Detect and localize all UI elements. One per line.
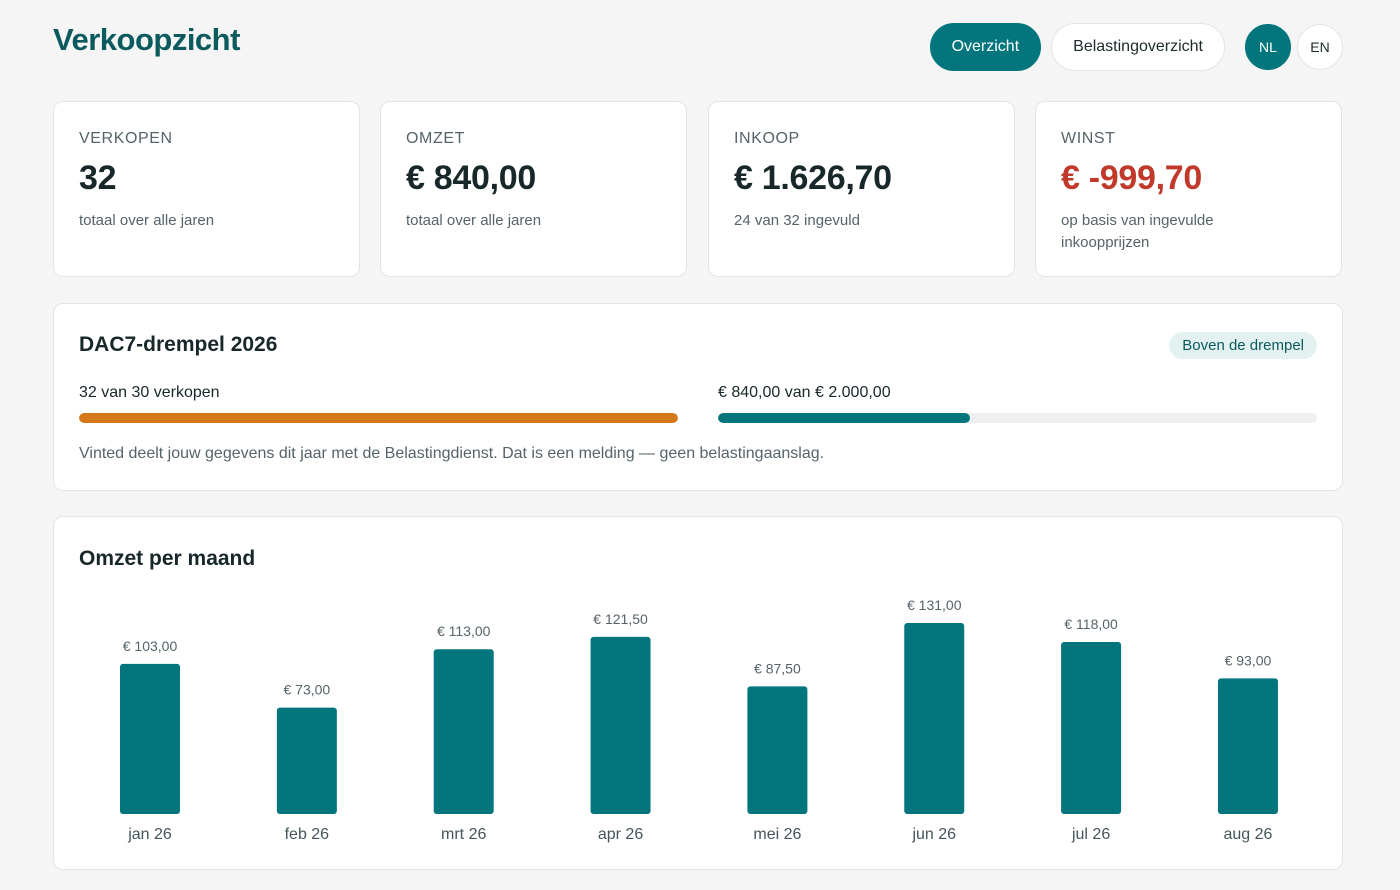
sales-progress-label: 32 van 30 verkopen (79, 384, 220, 401)
bar-value-label: € 113,00 (437, 623, 491, 639)
category-label: aug 26 (1223, 826, 1272, 843)
monthly-revenue-chart: € 103,00 jan 26 € 73,00 feb 26 € 113,00 mrt 2… (120, 597, 1278, 843)
bar-mrt-26 (433, 649, 494, 814)
bar-value-label: € 87,50 (754, 660, 801, 676)
status-badge: Boven de drempel (1169, 332, 1317, 359)
stat-card-omzet: Omzet € 840,00 totaal over alle jaren (380, 101, 687, 277)
stat-card-inkoop: Inkoop € 1.626,70 24 van 32 ingevuld (708, 101, 1015, 277)
category-label: jun 26 (911, 826, 956, 843)
nav-belastingoverzicht-button[interactable]: Belastingoverzicht (1051, 23, 1225, 71)
revenue-progress: € 840,00 van € 2.000,00 (718, 384, 1317, 423)
monthly-revenue-chart-card: Omzet per maand € 103,00 jan 26 € 73,00 feb… (53, 516, 1343, 870)
bar-value-label: € 93,00 (1225, 652, 1272, 668)
stat-value: € 840,00 (406, 159, 536, 197)
category-label: jul 26 (1071, 826, 1110, 843)
revenue-progress-label: € 840,00 van € 2.000,00 (718, 384, 891, 401)
bar-value-label: € 73,00 (283, 682, 330, 698)
stat-subtext: totaal over alle jaren (79, 212, 215, 229)
category-label: feb 26 (285, 826, 330, 843)
stat-value: € -999,70 (1061, 159, 1202, 197)
category-label: apr 26 (598, 826, 643, 843)
stat-label: Verkopen (79, 130, 173, 147)
app-title: Verkoopzicht (53, 22, 240, 57)
category-label: jan 26 (127, 826, 172, 843)
category-label: mei 26 (753, 826, 801, 843)
language-switch: NL EN (1245, 24, 1343, 70)
bar-jun-26 (904, 623, 965, 814)
stat-label: Inkoop (734, 130, 800, 147)
stat-value: 32 (79, 159, 117, 197)
dac7-note: Vinted deelt jouw gegevens dit jaar met … (79, 445, 825, 462)
bar-aug-26 (1217, 678, 1278, 814)
bar-value-label: € 103,00 (123, 638, 178, 654)
bar-value-label: € 118,00 (1064, 616, 1118, 632)
sales-progress-fill (79, 413, 678, 423)
bar-value-label: € 131,00 (907, 597, 962, 613)
bar-jul-26 (1061, 641, 1122, 814)
lang-en-button[interactable]: EN (1297, 24, 1343, 70)
revenue-progress-fill (718, 413, 970, 423)
stat-subtext: 24 van 32 ingevuld (734, 212, 860, 229)
bar-jan-26 (120, 663, 180, 814)
revenue-progress-track (718, 413, 1317, 423)
chart-title: Omzet per maand (79, 547, 256, 570)
category-label: mrt 26 (441, 826, 486, 843)
sales-progress: 32 van 30 verkopen (79, 384, 678, 423)
bar-feb-26 (276, 707, 337, 814)
stat-value: € 1.626,70 (734, 159, 892, 197)
sales-progress-track (79, 413, 678, 423)
bar-value-label: € 121,50 (593, 611, 648, 627)
bar-apr-26 (590, 636, 651, 814)
stat-subtext: op basis van ingevulde inkoopprijzen (1061, 212, 1214, 251)
lang-nl-button[interactable]: NL (1245, 24, 1291, 70)
dac7-threshold-card: DAC7-drempel 2026 Boven de drempel 32 va… (53, 303, 1343, 491)
stat-label: Omzet (406, 130, 465, 147)
nav-overzicht-button[interactable]: Overzicht (929, 23, 1042, 71)
stat-card-verkopen: Verkopen 32 totaal over alle jaren (53, 101, 360, 277)
dac7-title: DAC7-drempel 2026 (79, 333, 278, 356)
stat-subtext: totaal over alle jaren (406, 212, 542, 229)
stat-label: Winst (1061, 130, 1116, 147)
stat-card-winst: Winst € -999,70 op basis van ingevulde i… (1035, 101, 1342, 277)
top-nav: Overzicht Belastingoverzicht NL EN (929, 23, 1343, 71)
bar-mei-26 (747, 686, 808, 814)
